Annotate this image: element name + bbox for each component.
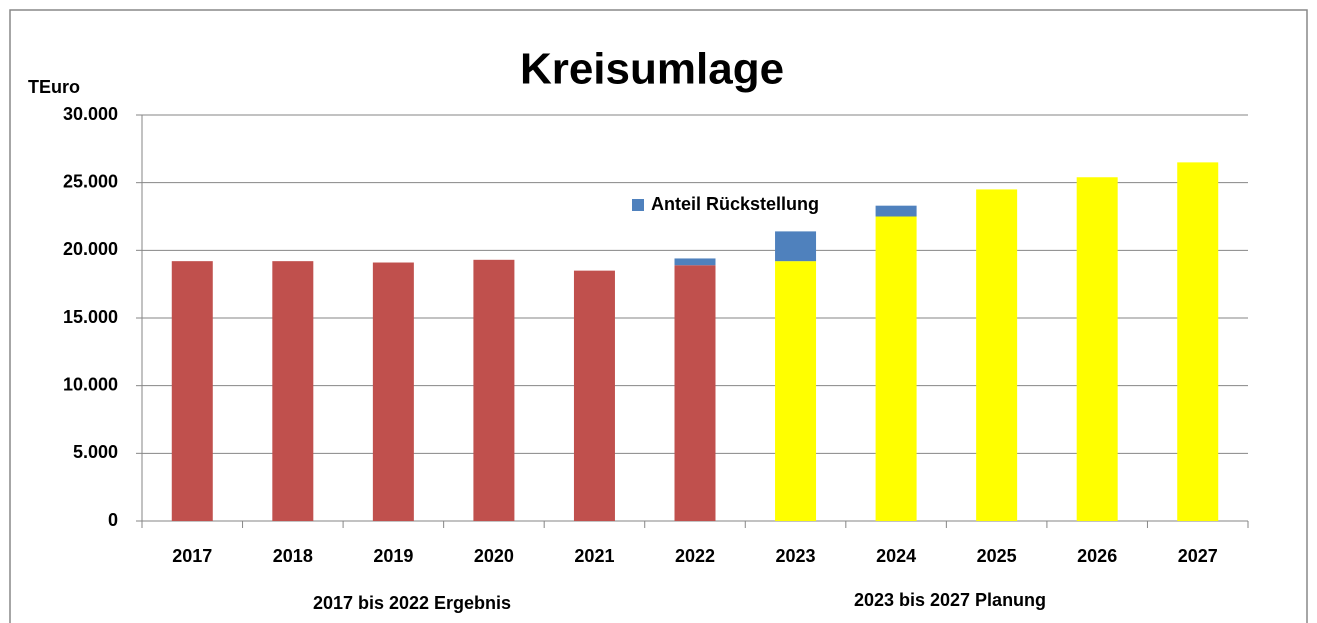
bar-segment xyxy=(372,262,414,521)
y-tick-label: 25.000 xyxy=(63,171,118,191)
y-tick-label: 0 xyxy=(108,510,118,530)
bar-segment xyxy=(775,261,817,521)
x-tick-label: 2017 xyxy=(172,546,212,566)
y-tick-label: 5.000 xyxy=(73,442,118,462)
y-tick-label: 20.000 xyxy=(63,239,118,259)
bar-segment xyxy=(573,270,615,521)
bar-segment xyxy=(674,258,716,266)
x-tick-label: 2025 xyxy=(977,546,1017,566)
chart-title: Kreisumlage xyxy=(520,45,784,94)
bar-segment xyxy=(171,261,213,521)
bar-segment xyxy=(473,259,515,521)
x-tick-label: 2022 xyxy=(675,546,715,566)
bar-segment xyxy=(775,231,817,262)
bar-segment xyxy=(1076,177,1118,521)
legend-swatch xyxy=(632,199,644,211)
x-tick-label: 2027 xyxy=(1178,546,1218,566)
y-tick-label: 15.000 xyxy=(63,307,118,327)
bar-segment xyxy=(1177,162,1219,521)
legend-label: Anteil Rückstellung xyxy=(651,194,819,214)
bar-segment xyxy=(976,189,1018,521)
y-tick-label: 10.000 xyxy=(63,374,118,394)
bar-segment xyxy=(875,216,917,521)
y-tick-label: 30.000 xyxy=(63,104,118,124)
bar-segment xyxy=(272,261,314,521)
x-tick-label: 2023 xyxy=(776,546,816,566)
annotation: 2023 bis 2027 Planung xyxy=(854,590,1046,610)
x-tick-label: 2024 xyxy=(876,546,916,566)
x-tick-label: 2018 xyxy=(273,546,313,566)
bar-segment xyxy=(875,205,917,217)
bar-segment xyxy=(674,265,716,521)
annotation: 2017 bis 2022 Ergebnis xyxy=(313,593,511,613)
x-tick-label: 2019 xyxy=(373,546,413,566)
x-tick-label: 2020 xyxy=(474,546,514,566)
y-axis-label: TEuro xyxy=(28,77,80,97)
x-tick-label: 2026 xyxy=(1077,546,1117,566)
x-tick-label: 2021 xyxy=(574,546,614,566)
